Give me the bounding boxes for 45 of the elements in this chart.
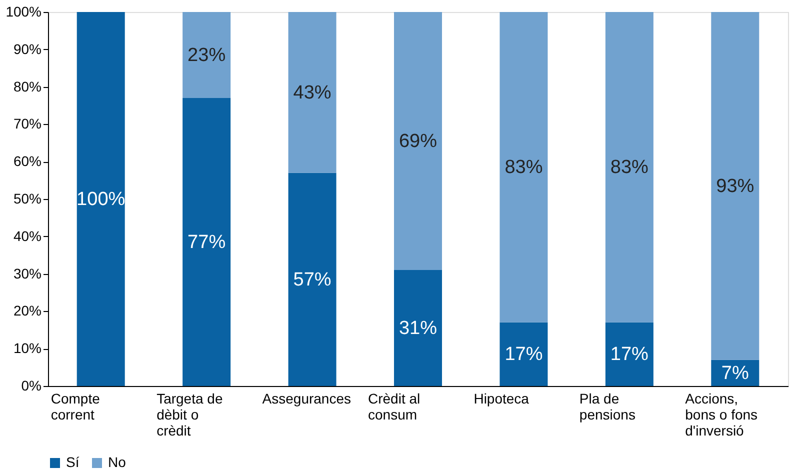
bar <box>500 322 548 386</box>
data-label: 83% <box>610 157 649 178</box>
y-tick-label: 20% <box>13 302 42 319</box>
y-tick-label: 60% <box>13 153 42 170</box>
data-label: 77% <box>188 232 226 254</box>
data-label: 17% <box>504 344 543 366</box>
data-label: 43% <box>293 82 332 104</box>
x-tick-label: Assegurances <box>262 390 352 406</box>
y-tick-label: 50% <box>13 190 42 206</box>
y-tick-label: 0% <box>21 378 42 394</box>
y-tick-label: 30% <box>13 265 42 282</box>
x-tick-label: Hipoteca <box>474 390 530 406</box>
bar <box>76 12 125 386</box>
bar <box>182 12 231 98</box>
bar <box>605 322 654 386</box>
data-label: 83% <box>504 157 543 178</box>
bar <box>605 12 654 322</box>
x-tick-label: Compte corrent <box>50 390 100 422</box>
bar <box>711 12 760 360</box>
y-tick-label: 100% <box>6 4 42 20</box>
data-label: 57% <box>293 269 332 290</box>
data-label: 7% <box>721 362 749 384</box>
bar <box>288 172 336 386</box>
bar <box>182 98 231 386</box>
x-tick-label: Pla de pensions <box>579 390 636 422</box>
data-label: 31% <box>398 318 438 340</box>
bar <box>288 12 336 173</box>
y-tick-label: 10% <box>13 340 42 356</box>
bar <box>500 12 548 322</box>
legend-label: No <box>108 454 126 470</box>
bar <box>394 12 442 270</box>
y-tick-label: 80% <box>13 78 42 94</box>
x-tick-label: Accions, bons o fons d'inversió <box>685 390 758 438</box>
x-tick-label: Crèdit al consum <box>368 390 420 422</box>
data-label: 100% <box>76 189 126 210</box>
x-tick-label: Targeta de dèbit o crèdit <box>156 390 223 438</box>
y-tick-label: 70% <box>13 116 42 132</box>
y-tick-label: 90% <box>13 40 42 57</box>
bar <box>394 270 442 386</box>
data-label: 69% <box>398 131 438 152</box>
legend-label: Sí <box>66 454 80 470</box>
data-label: 17% <box>610 344 649 366</box>
data-label: 93% <box>716 176 754 197</box>
y-tick-label: 40% <box>13 228 42 244</box>
data-label: 23% <box>188 45 226 66</box>
